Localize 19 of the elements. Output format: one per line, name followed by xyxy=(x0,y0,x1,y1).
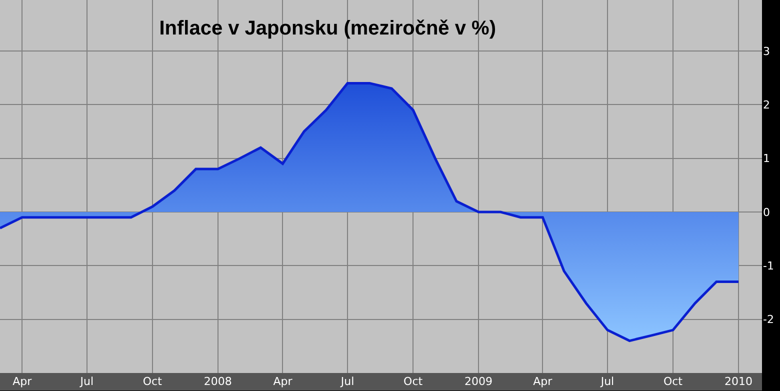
x-tick-label: Oct xyxy=(404,375,424,388)
y-tick-label: 2 xyxy=(763,98,770,112)
y-tick-label: 0 xyxy=(763,206,770,219)
y-tick-label: 3 xyxy=(763,44,770,58)
y-tick-label: 1 xyxy=(763,152,770,166)
x-tick-label: Jul xyxy=(340,375,354,388)
x-tick-label: 2010 xyxy=(724,375,752,388)
x-tick-label: Apr xyxy=(12,375,32,388)
x-tick-label: Oct xyxy=(142,375,163,388)
x-tick-label: Jul xyxy=(79,375,94,388)
x-tick-label: Jul xyxy=(600,375,614,388)
x-tick-label: 2009 xyxy=(464,375,493,388)
x-tick-label: Apr xyxy=(533,375,553,388)
x-tick-label: Oct xyxy=(663,375,684,388)
x-tick-label: 2008 xyxy=(204,375,232,388)
y-tick-label: -2 xyxy=(763,313,774,326)
x-tick-label: Apr xyxy=(273,375,293,388)
text: Inflace v Japonsku (meziročně v %) xyxy=(159,17,496,40)
y-tick-label: -1 xyxy=(763,260,774,273)
